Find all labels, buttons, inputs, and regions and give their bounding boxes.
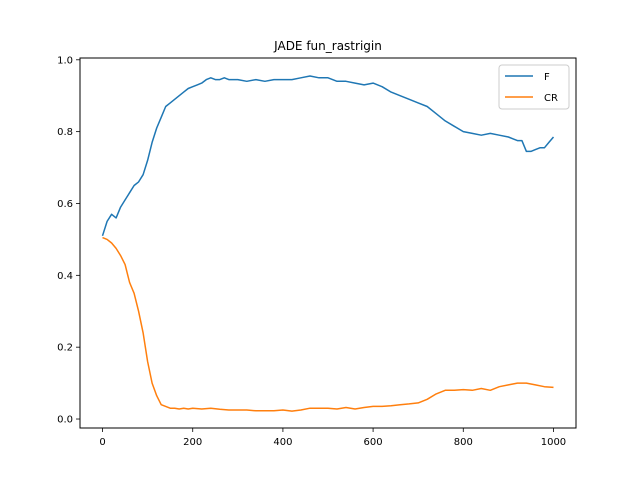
x-tick-label: 200 [183,437,202,448]
y-tick-label: 0.0 [57,415,73,426]
legend: F CR [498,64,570,110]
legend-label-f: F [544,72,550,83]
y-tick-label: 1.0 [57,55,73,66]
y-tick-label: 0.4 [57,271,73,282]
legend-label-cr: CR [544,93,558,104]
plot-area: 0 200 400 600 800 1000 0.0 0.2 0.4 0.6 0.8 1.0 [57,55,577,448]
series-lines [101,75,555,412]
legend-box [498,64,570,110]
x-tick-label: 800 [454,437,473,448]
x-axis: 0 200 400 600 800 1000 [99,428,566,448]
y-tick-label: 0.2 [57,343,73,354]
y-tick-label: 0.6 [57,199,73,210]
x-tick-label: 600 [364,437,383,448]
x-tick-label: 1000 [541,437,566,448]
y-axis: 0.0 0.2 0.4 0.6 0.8 1.0 [57,55,80,426]
axes-frame [79,57,577,429]
chart-title: JADE fun_rastrigin [273,39,382,53]
x-tick-label: 400 [273,437,292,448]
series-line-cr [102,236,554,412]
y-tick-label: 0.8 [57,127,73,138]
series-line-f [101,75,555,237]
x-tick-label: 0 [99,437,105,448]
